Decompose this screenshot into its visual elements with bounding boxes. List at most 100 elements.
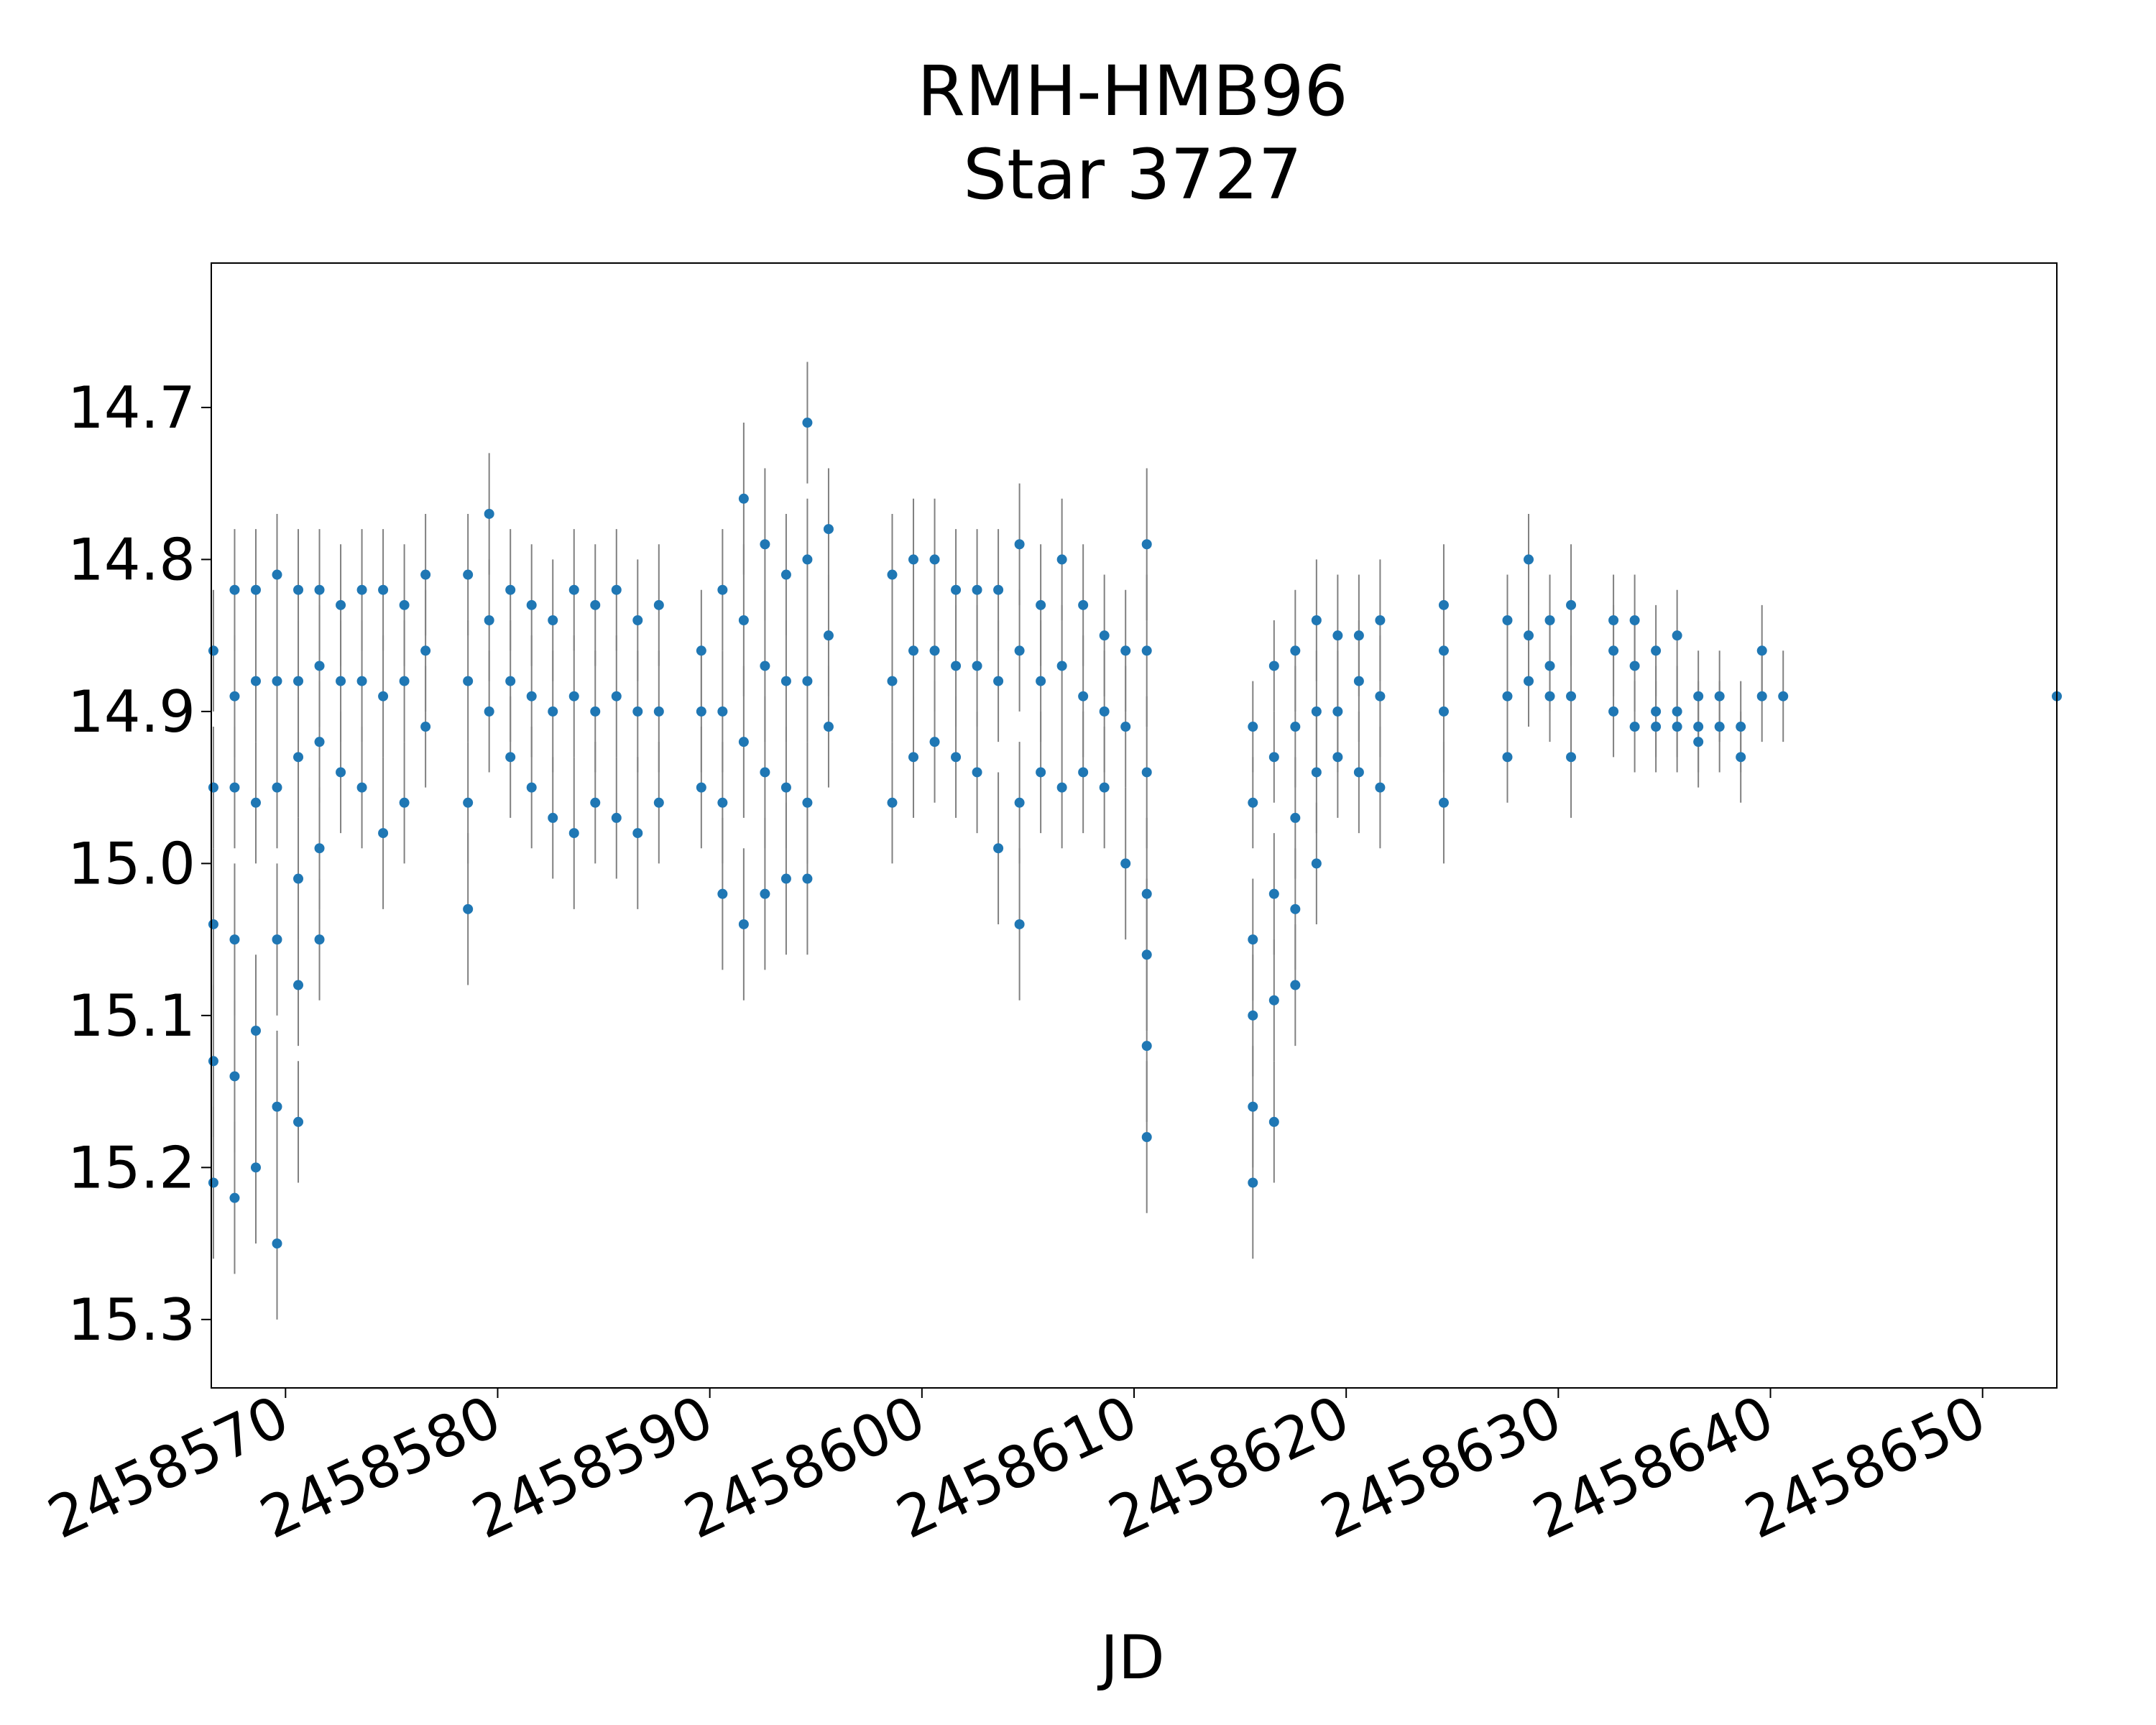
data-point (717, 888, 728, 899)
data-point (378, 828, 389, 839)
data-point (250, 676, 261, 686)
data-point (420, 569, 431, 580)
data-point (780, 873, 791, 884)
data-point (250, 1026, 261, 1036)
data-point (738, 493, 749, 504)
data-point (1120, 645, 1131, 656)
data-point (1014, 645, 1025, 656)
data-point (356, 676, 367, 686)
data-point (1672, 630, 1682, 641)
data-point (1629, 615, 1640, 625)
data-point (1311, 767, 1322, 778)
data-point (356, 584, 367, 595)
data-point (336, 599, 346, 610)
data-point (463, 569, 474, 580)
data-point (823, 524, 834, 535)
data-point (1248, 934, 1258, 945)
data-point (314, 934, 325, 945)
data-point (653, 797, 664, 808)
data-point (972, 767, 982, 778)
data-point (1036, 767, 1046, 778)
data-point (802, 418, 813, 428)
data-point (1544, 661, 1555, 671)
data-point (1141, 539, 1152, 550)
data-point (887, 676, 898, 686)
data-point (696, 706, 706, 717)
data-point (908, 752, 919, 763)
data-point (1141, 1041, 1152, 1052)
data-point (1268, 661, 1279, 671)
data-point (1036, 599, 1046, 610)
data-point (1736, 752, 1746, 763)
data-point (738, 919, 749, 929)
data-point (568, 584, 579, 595)
data-point (972, 661, 982, 671)
data-point (484, 508, 494, 519)
data-point (632, 828, 643, 839)
data-point (1268, 752, 1279, 763)
data-point (717, 706, 728, 717)
data-point (887, 797, 898, 808)
data-point (738, 737, 749, 748)
data-point (696, 782, 706, 793)
data-point (548, 812, 558, 823)
data-point (208, 782, 218, 793)
x-tick-label: 2458570 (38, 1383, 298, 1552)
data-point (1438, 645, 1449, 656)
data-point (505, 752, 516, 763)
data-point (399, 797, 410, 808)
data-point (760, 767, 770, 778)
data-point (1608, 615, 1619, 625)
data-point (1353, 630, 1364, 641)
data-point (314, 584, 325, 595)
data-point (1248, 797, 1258, 808)
data-point (951, 661, 962, 671)
data-point (1629, 722, 1640, 732)
data-point (1290, 722, 1301, 732)
y-tick-label: 14.8 (68, 526, 195, 593)
data-point (1141, 767, 1152, 778)
data-point (1502, 615, 1513, 625)
data-point (1651, 706, 1662, 717)
data-point (1756, 691, 1767, 702)
data-point (293, 873, 304, 884)
data-point (1438, 706, 1449, 717)
data-point (1714, 691, 1725, 702)
data-point (272, 1238, 282, 1249)
data-point (250, 797, 261, 808)
data-point (611, 691, 622, 702)
data-point (802, 797, 813, 808)
data-point (1375, 615, 1386, 625)
data-point (1141, 645, 1152, 656)
data-point (1566, 691, 1577, 702)
data-point (1120, 722, 1131, 732)
data-point (336, 676, 346, 686)
x-axis: 2458570245858024585902458600245861024586… (38, 1383, 1996, 1552)
data-point (229, 1071, 240, 1082)
y-tick-label: 14.7 (68, 374, 195, 441)
data-point (1056, 661, 1067, 671)
x-tick-label: 2458580 (250, 1383, 510, 1552)
data-point (314, 737, 325, 748)
data-point (1651, 645, 1662, 656)
data-point (908, 645, 919, 656)
data-point (717, 797, 728, 808)
data-point (568, 691, 579, 702)
chart-title: RMH-HMB96 (917, 51, 1348, 132)
data-point (463, 797, 474, 808)
data-point (1438, 599, 1449, 610)
data-point (696, 645, 706, 656)
data-point (1524, 676, 1534, 686)
data-point (293, 980, 304, 990)
data-point (293, 584, 304, 595)
data-point (1290, 812, 1301, 823)
x-tick-label: 2458640 (1523, 1383, 1783, 1552)
data-point (590, 599, 601, 610)
data-point (1099, 630, 1110, 641)
data-point (229, 691, 240, 702)
data-point (1524, 630, 1534, 641)
data-point (1736, 722, 1746, 732)
data-point (356, 782, 367, 793)
data-point (526, 782, 537, 793)
data-point (951, 752, 962, 763)
